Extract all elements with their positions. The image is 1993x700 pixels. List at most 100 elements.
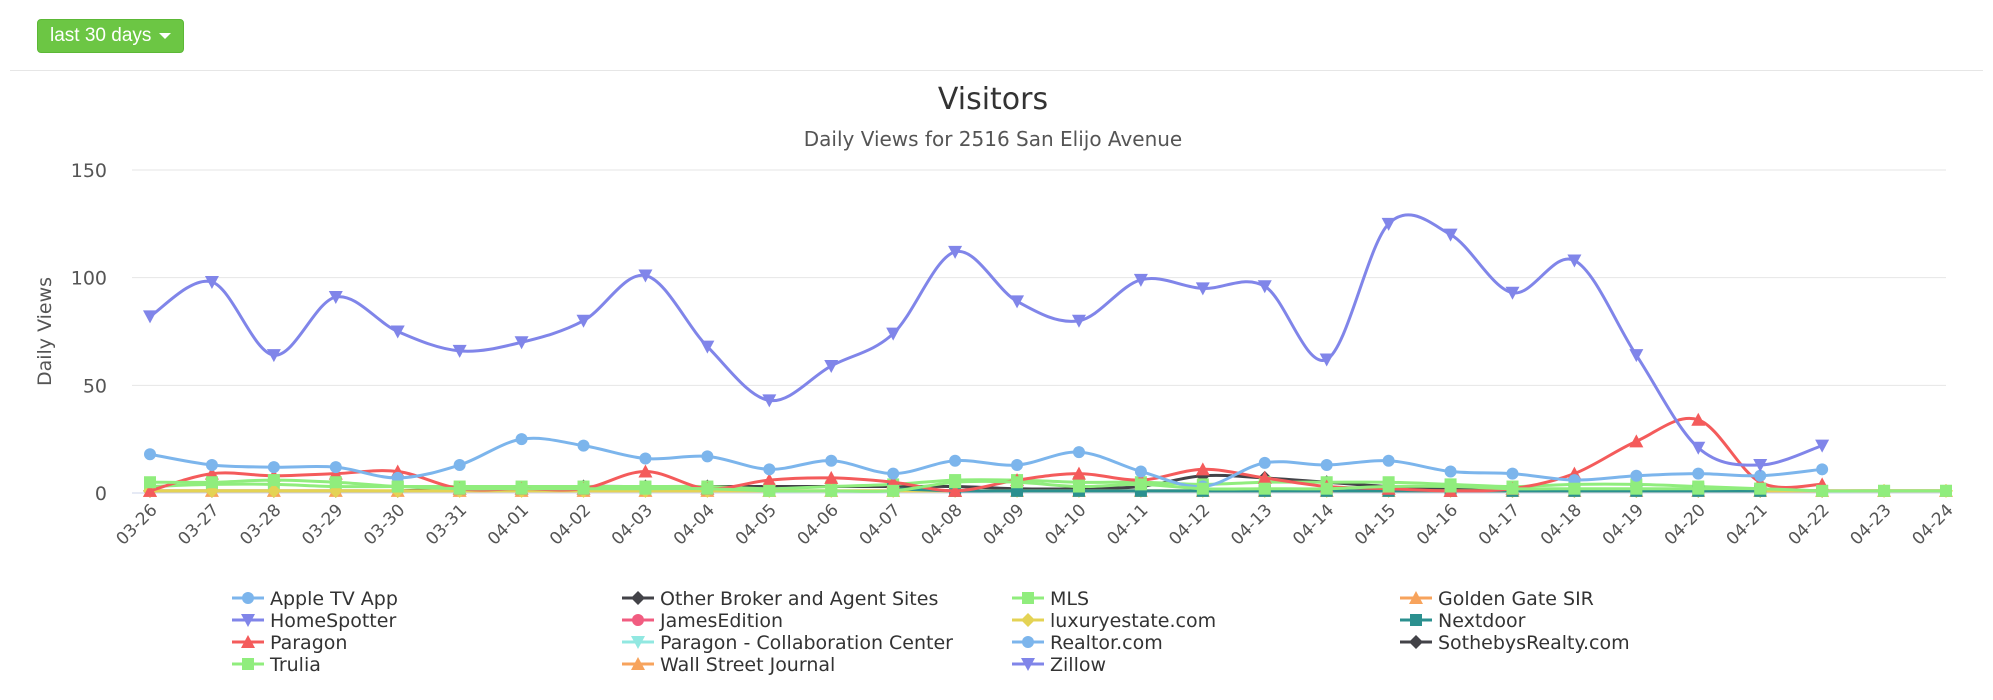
point-trulia [701,482,714,495]
legend-label-wall-street-journal[interactable]: Wall Street Journal [660,654,835,676]
point-trulia [1692,482,1705,495]
point-paragon [143,483,157,497]
legend-label-homespotter[interactable]: HomeSpotter [270,610,396,632]
legend-label-other-broker-and-agent-sites[interactable]: Other Broker and Agent Sites [660,588,938,610]
point-zillow [1257,280,1272,294]
y-tick-label: 0 [95,483,107,505]
legend-marker-realtor-com [1022,636,1034,648]
point-realtor-com [329,461,342,474]
legend-label-paragon-collaboration-center[interactable]: Paragon - Collaboration Center [660,632,953,654]
legend-label-apple-tv-app[interactable]: Apple TV App [270,588,398,610]
x-tick-label: 04-11 [1103,500,1152,549]
y-tick-label: 50 [83,375,107,397]
point-zillow [514,336,529,350]
x-tick-label: 04-19 [1599,500,1648,549]
point-trulia [205,476,218,489]
point-paragon [1629,434,1644,448]
point-realtor-com [1072,446,1085,459]
point-realtor-com [639,452,652,465]
legend-marker-golden-gate-sir [1409,591,1423,604]
point-zillow [1443,228,1458,242]
legend-marker-jamesedition [632,614,644,626]
point-zillow [1505,286,1520,300]
legend-marker-other-broker-and-agent-sites [631,591,645,605]
point-zillow [1691,441,1706,455]
caret-down-icon [159,33,172,39]
point-realtor-com [1630,469,1643,482]
point-paragon [762,473,777,487]
point-paragon [1071,466,1086,480]
x-tick-label: 04-07 [856,500,905,549]
x-tick-label: 03-31 [422,500,471,549]
point-realtor-com [515,433,528,446]
legend-label-luxuryestate-com[interactable]: luxuryestate.com [1050,610,1216,632]
point-trulia [1320,482,1333,495]
legend-label-mls[interactable]: MLS [1050,588,1089,610]
point-paragon [824,470,839,484]
point-paragon [1691,412,1706,426]
x-tick-label: 04-15 [1351,500,1400,549]
point-realtor-com [1382,454,1395,467]
point-trulia [1444,480,1457,493]
x-tick-label: 04-23 [1847,500,1896,549]
point-realtor-com [763,463,776,476]
point-realtor-com [1258,456,1271,469]
legend-marker-sothebysrealty-com [1409,635,1423,649]
x-tick-label: 04-03 [608,500,657,549]
legend-label-trulia[interactable]: Trulia [269,654,321,676]
point-zillow [762,394,777,408]
point-realtor-com [267,461,280,474]
point-zillow [1815,439,1830,453]
point-trulia [515,482,528,495]
legend-label-golden-gate-sir[interactable]: Golden Gate SIR [1438,588,1594,610]
point-realtor-com [1754,469,1767,482]
point-paragon [1257,470,1272,484]
legend-label-nextdoor[interactable]: Nextdoor [1438,610,1526,632]
point-trulia [1754,482,1767,495]
legend-label-realtor-com[interactable]: Realtor.com [1050,632,1163,654]
x-tick-label: 04-18 [1537,500,1586,549]
x-tick-label: 04-22 [1785,500,1834,549]
point-zillow [1010,295,1025,309]
y-axis-label: Daily Views [34,277,56,386]
x-tick-label: 04-16 [1413,500,1462,549]
legend-label-sothebysrealty-com[interactable]: SothebysRealty.com [1438,632,1630,654]
point-trulia [949,476,962,489]
x-tick-label: 04-08 [918,500,967,549]
point-realtor-com [1506,467,1519,480]
legend-marker-zillow [1021,658,1035,671]
legend-label-zillow[interactable]: Zillow [1050,654,1106,676]
legend-marker-trulia [242,658,254,670]
point-trulia [1072,480,1085,493]
point-zillow [576,314,591,328]
x-tick-label: 04-02 [546,500,595,549]
x-tick-label: 04-06 [794,500,843,549]
point-zillow [390,325,405,339]
point-zillow [948,245,963,259]
series-line-zillow [149,213,1823,467]
point-zillow [1319,353,1334,367]
point-trulia [329,476,342,489]
x-tick-label: 04-24 [1908,500,1957,549]
point-realtor-com [825,454,838,467]
legend-marker-luxuryestate-com [1021,613,1035,627]
legend-label-paragon[interactable]: Paragon [270,632,347,654]
point-zillow [700,340,715,354]
legend-marker-paragon [241,635,255,648]
legend-marker-homespotter [241,614,255,627]
x-tick-label: 04-09 [979,500,1028,549]
point-paragon [1195,462,1210,476]
point-zillow [1629,349,1644,363]
point-realtor-com [144,448,156,461]
legend-label-jamesedition[interactable]: JamesEdition [659,610,783,632]
point-realtor-com [701,450,714,463]
legend-marker-nextdoor [1410,614,1422,626]
point-trulia [763,484,776,497]
point-trulia [1258,482,1271,495]
date-range-dropdown[interactable]: last 30 days [37,19,185,53]
point-trulia [453,482,466,495]
x-tick-label: 04-13 [1227,500,1276,549]
point-trulia [391,480,404,493]
point-realtor-com [577,439,590,452]
